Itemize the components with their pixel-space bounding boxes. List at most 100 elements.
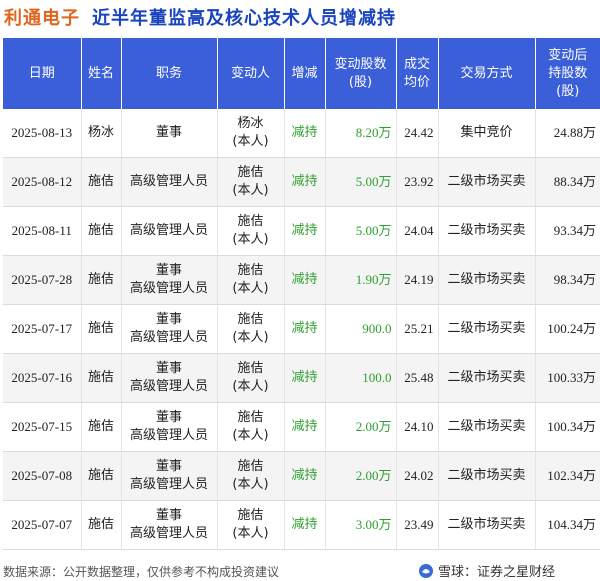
table-row: 2025-07-07 施佶 董事 高级管理人员 施佶 (本人) 减持 3.00万 23.49 二级…: [3, 500, 600, 550]
column-header: 变动后 持股数 (股): [535, 38, 600, 109]
after-holdings-cell: 100.24万: [535, 304, 600, 354]
table-row: 2025-08-12 施佶高级管理人员 施佶 (本人) 减持 5.00万 23.92 二级市场…: [3, 157, 600, 207]
name-cell: 施佶: [81, 304, 122, 354]
table-row: 2025-07-08 施佶 董事 高级管理人员 施佶 (本人) 减持 2.00万 24.02 二级…: [3, 451, 600, 501]
direction-cell: 减持: [284, 255, 326, 305]
position-cell-line: 高级管理人员: [129, 330, 208, 345]
brand: 雪球：证券之星财经: [418, 561, 555, 580]
position-cell-line: 董事: [155, 263, 182, 278]
method-cell: 二级市场买卖: [438, 206, 536, 256]
position-cell-line: 高级管理人员: [129, 281, 208, 296]
changer-cell: 施佶 (本人): [217, 304, 285, 354]
column-header-text: (股): [556, 83, 580, 99]
price-cell: 24.04: [396, 206, 439, 256]
method-cell: 集中竞价: [438, 109, 536, 158]
method-cell: 二级市场买卖: [438, 157, 536, 207]
column-header-text: 持股数: [548, 65, 588, 81]
price-cell: 24.42: [396, 109, 439, 158]
position-cell-line: 高级管理人员: [129, 223, 208, 238]
changer-cell: 施佶 (本人): [217, 353, 285, 403]
name-cell: 杨冰: [81, 109, 122, 158]
date-cell: 2025-08-11: [3, 206, 82, 256]
changer-cell: 施佶 (本人): [217, 157, 285, 207]
changer-cell-line: (本人): [232, 330, 269, 345]
data-source-note: 数据来源：公开数据整理，仅供参考不构成投资建议: [3, 565, 280, 579]
insider-trades-table: 日期 姓名 职务 变动人 增减 变动股数 (股) 成交 均价 交易方式 变动后 持股数 (股) 2025…: [3, 38, 600, 550]
column-header-text: 日期: [28, 65, 55, 81]
method-cell: 二级市场买卖: [438, 500, 536, 550]
price-cell: 25.48: [396, 353, 439, 403]
changer-cell-line: (本人): [232, 428, 269, 443]
position-cell: 高级管理人员: [121, 157, 218, 207]
position-cell: 董事: [121, 109, 218, 158]
column-header: 职务: [121, 38, 218, 109]
position-cell: 董事 高级管理人员: [121, 353, 218, 403]
date-cell: 2025-07-07: [3, 500, 82, 550]
position-cell: 董事 高级管理人员: [121, 255, 218, 305]
date-cell: 2025-08-13: [3, 109, 82, 158]
price-cell: 23.92: [396, 157, 439, 207]
after-holdings-cell: 102.34万: [535, 451, 600, 501]
column-header-text: 交易方式: [460, 65, 513, 81]
position-cell-line: 董事: [155, 312, 182, 327]
method-cell: 二级市场买卖: [438, 255, 536, 305]
column-header: 增减: [284, 38, 326, 109]
changer-cell-line: (本人): [232, 526, 269, 541]
method-cell: 二级市场买卖: [438, 304, 536, 354]
changer-cell-line: (本人): [232, 281, 269, 296]
price-cell: 24.19: [396, 255, 439, 305]
shares-cell: 900.0: [325, 304, 397, 354]
position-cell-line: 董事: [155, 125, 182, 140]
direction-cell: 减持: [284, 304, 326, 354]
shares-cell: 3.00万: [325, 500, 397, 550]
column-header-text: 变动人: [230, 65, 270, 81]
shares-cell: 5.00万: [325, 157, 397, 207]
table-row: 2025-07-16 施佶 董事 高级管理人员 施佶 (本人) 减持 100.0 25.48 二级…: [3, 353, 600, 403]
after-holdings-cell: 24.88万: [535, 109, 600, 158]
position-cell-line: 高级管理人员: [129, 174, 208, 189]
changer-cell: 施佶 (本人): [217, 402, 285, 452]
position-cell-line: 董事: [155, 361, 182, 376]
position-cell-line: 董事: [155, 508, 182, 523]
changer-cell: 施佶 (本人): [217, 500, 285, 550]
position-cell-line: 高级管理人员: [129, 526, 208, 541]
after-holdings-cell: 100.33万: [535, 353, 600, 403]
column-header-text: (股): [348, 74, 373, 90]
column-header-text: 变动股数: [334, 56, 387, 72]
changer-cell-line: (本人): [232, 379, 269, 394]
date-cell: 2025-08-12: [3, 157, 82, 207]
date-cell: 2025-07-08: [3, 451, 82, 501]
position-cell-line: 高级管理人员: [129, 379, 208, 394]
column-header: 变动股数 (股): [325, 38, 397, 109]
date-cell: 2025-07-16: [3, 353, 82, 403]
snowball-icon: [419, 563, 433, 578]
position-cell: 董事 高级管理人员: [121, 500, 218, 550]
changer-cell-line: 施佶: [237, 508, 264, 523]
changer-cell: 施佶 (本人): [217, 206, 285, 256]
after-holdings-cell: 98.34万: [535, 255, 600, 305]
column-header-text: 增减: [291, 65, 318, 81]
method-cell: 二级市场买卖: [438, 353, 536, 403]
method-cell: 二级市场买卖: [438, 402, 536, 452]
changer-cell-line: 施佶: [237, 312, 264, 327]
changer-cell: 施佶 (本人): [217, 255, 285, 305]
changer-cell-line: (本人): [232, 134, 269, 149]
direction-cell: 减持: [284, 451, 326, 501]
column-header: 成交 均价: [396, 38, 439, 109]
shares-cell: 2.00万: [325, 451, 397, 501]
direction-cell: 减持: [284, 500, 326, 550]
changer-cell-line: 施佶: [237, 165, 264, 180]
direction-cell: 减持: [284, 157, 326, 207]
position-cell-line: 高级管理人员: [129, 477, 208, 492]
after-holdings-cell: 100.34万: [535, 402, 600, 452]
name-cell: 施佶: [81, 500, 122, 550]
name-cell: 施佶: [81, 255, 122, 305]
price-cell: 25.21: [396, 304, 439, 354]
changer-cell-line: 施佶: [237, 214, 264, 229]
table-header-row: 日期 姓名 职务 变动人 增减 变动股数 (股) 成交 均价 交易方式 变动后 持股数 (股): [3, 38, 600, 109]
position-cell: 董事 高级管理人员: [121, 304, 218, 354]
position-cell-line: 董事: [155, 410, 182, 425]
name-cell: 施佶: [81, 206, 122, 256]
price-cell: 24.10: [396, 402, 439, 452]
changer-cell-line: (本人): [232, 477, 269, 492]
